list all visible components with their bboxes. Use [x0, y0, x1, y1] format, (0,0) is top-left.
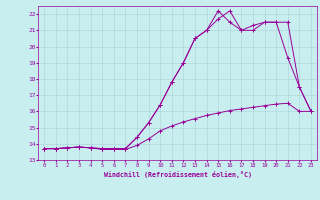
X-axis label: Windchill (Refroidissement éolien,°C): Windchill (Refroidissement éolien,°C) [104, 171, 252, 178]
